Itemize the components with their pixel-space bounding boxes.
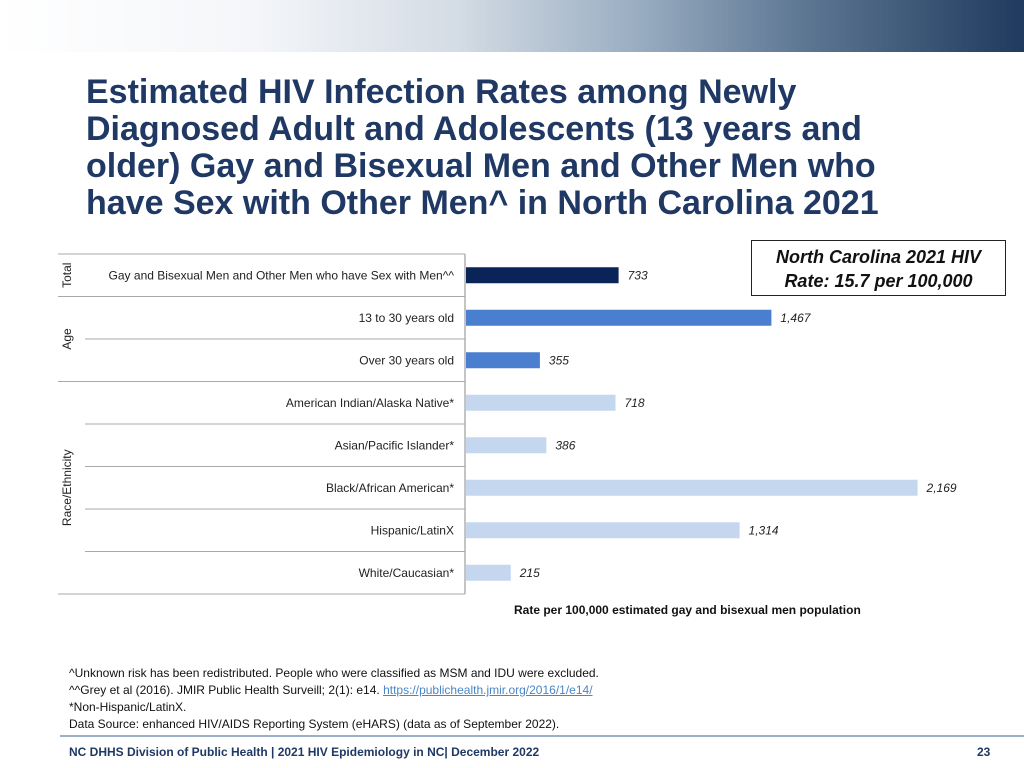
bar [466, 267, 619, 284]
category-label: American Indian/Alaska Native* [286, 396, 454, 410]
bar [466, 437, 547, 454]
footnote-data-source: Data Source: enhanced HIV/AIDS Reporting… [69, 717, 560, 731]
data-label: 1,314 [749, 523, 779, 537]
data-label: 1,467 [780, 311, 811, 325]
page-number: 23 [977, 745, 991, 759]
nc-rate-callout: North Carolina 2021 HIV Rate: 15.7 per 1… [751, 240, 1006, 296]
footnote-citation-text: ^^Grey et al (2016). JMIR Public Health … [69, 683, 384, 697]
bar [466, 564, 511, 581]
group-label-race-ethnicity: Race/Ethnicity [60, 449, 74, 526]
data-label: 718 [624, 396, 644, 410]
footer-divider [60, 735, 1024, 737]
footer-text: NC DHHS Division of Public Health | 2021… [69, 745, 540, 759]
footnote-citation: ^^Grey et al (2016). JMIR Public Health … [69, 682, 599, 699]
category-label: Over 30 years old [359, 353, 454, 367]
rate-callout-line2: Rate: 15.7 per 100,000 [784, 271, 973, 291]
data-label: 215 [519, 566, 540, 580]
group-label-total: Total [60, 263, 74, 288]
data-label: 2,169 [926, 481, 957, 495]
category-label: 13 to 30 years old [359, 311, 454, 325]
data-label: 386 [555, 438, 575, 452]
rate-callout-line1: North Carolina 2021 HIV [775, 247, 982, 267]
data-label: 733 [628, 268, 648, 282]
citation-link[interactable]: https://publichealth.jmir.org/2016/1/e14… [383, 683, 593, 697]
x-axis-label: Rate per 100,000 estimated gay and bisex… [514, 603, 861, 617]
bar [466, 309, 772, 326]
category-label: White/Caucasian* [359, 566, 455, 580]
category-label: Hispanic/LatinX [371, 523, 454, 537]
bar [466, 352, 540, 369]
data-label: 355 [549, 353, 569, 367]
category-label: Asian/Pacific Islander* [335, 438, 455, 452]
slide-title: Estimated HIV Infection Rates among Newl… [86, 73, 879, 222]
category-label: Black/African American* [326, 481, 454, 495]
bar [466, 479, 918, 496]
top-gradient-band [0, 0, 1024, 52]
bar [466, 394, 616, 411]
footnotes: ^Unknown risk has been redistributed. Pe… [69, 665, 599, 733]
group-label-age: Age [60, 328, 74, 350]
category-label: Gay and Bisexual Men and Other Men who h… [109, 268, 455, 282]
bar-chart: Total Age Race/Ethnicity Gay and Bisexual M… [58, 253, 957, 595]
bar [466, 522, 740, 539]
footnote-unknown-risk: ^Unknown risk has been redistributed. Pe… [69, 666, 599, 680]
footnote-non-hispanic: *Non-Hispanic/LatinX. [69, 700, 187, 714]
